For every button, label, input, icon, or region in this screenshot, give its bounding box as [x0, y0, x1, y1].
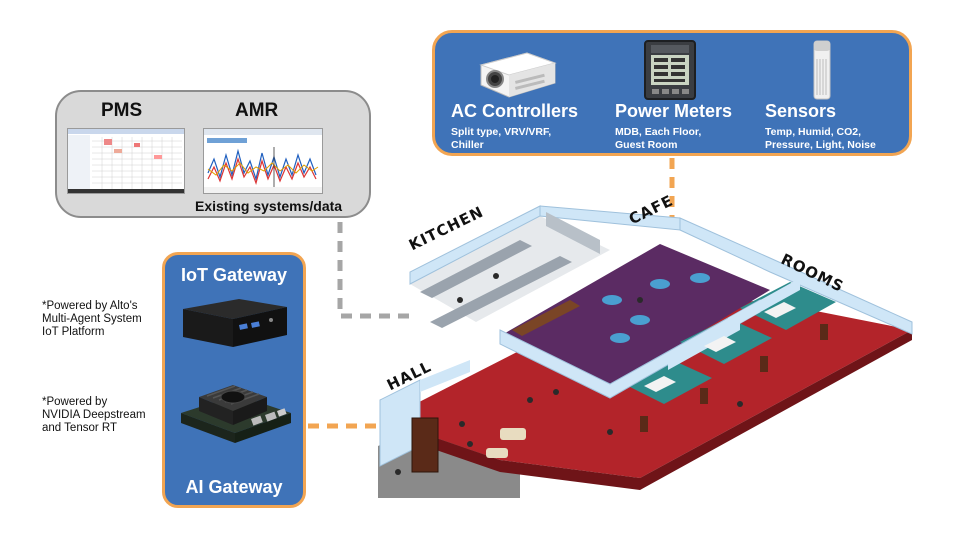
- pms-label: PMS: [101, 100, 143, 121]
- iot-note-line-3: IoT Platform: [42, 326, 105, 338]
- ac-controllers-subtitle-2: Chiller: [451, 139, 484, 151]
- corridor-doors: [640, 324, 828, 432]
- existing-systems-caption: Existing systems/data: [195, 198, 343, 214]
- ai-note-line-2: NVIDIA Deepstream: [42, 409, 146, 421]
- hall-wall-back: [420, 360, 470, 392]
- sensors-subtitle-1: Temp, Humid, CO2,: [765, 126, 862, 138]
- kitchen-counter-1: [420, 240, 532, 298]
- ai-gateway-note: *Powered by NVIDIA Deepstream and Tensor…: [42, 396, 172, 435]
- kitchen-counter-2: [430, 256, 572, 328]
- ac-controllers-subtitle-1: Split type, VRV/VRF,: [451, 126, 552, 138]
- room-beds: [644, 302, 796, 392]
- sensors-subtitle-2: Pressure, Light, Noise: [765, 139, 876, 151]
- projector-ac-controller-icon: [479, 52, 557, 98]
- room-divider-2: [668, 318, 740, 370]
- power-meters-subtitle-2: Guest Room: [615, 139, 678, 151]
- iot-gateway-note: *Powered by Alto's Multi-Agent System Io…: [42, 300, 172, 339]
- cafe-tables: [602, 273, 710, 343]
- pms-table-graphic: [68, 129, 184, 193]
- ac-controllers-title: AC Controllers: [451, 101, 579, 121]
- kitchen-fridges: [546, 212, 600, 254]
- power-meters-title: Power Meters: [615, 101, 733, 121]
- people-figures: [395, 273, 743, 475]
- amr-label: AMR: [235, 100, 279, 121]
- jetson-board-icon: [181, 385, 291, 443]
- existing-to-kitchen-connector: [337, 222, 410, 319]
- sensors-title: Sensors: [765, 101, 837, 121]
- ai-gateway-title: AI Gateway: [185, 477, 283, 497]
- devices-panel: AC Controllers Split type, VRV/VRF, Chil…: [432, 30, 912, 156]
- power-meter-icon: [644, 40, 696, 100]
- amr-screenshot: [203, 128, 323, 194]
- room-divider-1: [728, 278, 800, 330]
- sensor-icon: [813, 40, 831, 100]
- ai-note-line-1: *Powered by: [42, 396, 108, 408]
- hall-door: [411, 417, 439, 473]
- kitchen-floor: [410, 216, 610, 322]
- mini-pc-icon: [183, 299, 287, 347]
- gateway-panel: IoT Gateway AI Gateway: [162, 252, 306, 508]
- existing-systems-panel: PMS AMR: [55, 90, 371, 218]
- iot-note-line-1: *Powered by Alto's: [42, 300, 138, 312]
- ai-note-line-3: and Tensor RT: [42, 422, 118, 434]
- pms-screenshot: [67, 128, 185, 194]
- iot-note-line-2: Multi-Agent System: [42, 313, 142, 325]
- cafe-bar-counter: [512, 300, 580, 336]
- hall-sofas: [486, 428, 526, 458]
- power-meters-subtitle-1: MDB, Each Floor,: [615, 126, 702, 138]
- amr-chart-graphic: [204, 129, 322, 193]
- rooms-back-wall: [679, 217, 913, 335]
- iot-gateway-title: IoT Gateway: [180, 265, 288, 285]
